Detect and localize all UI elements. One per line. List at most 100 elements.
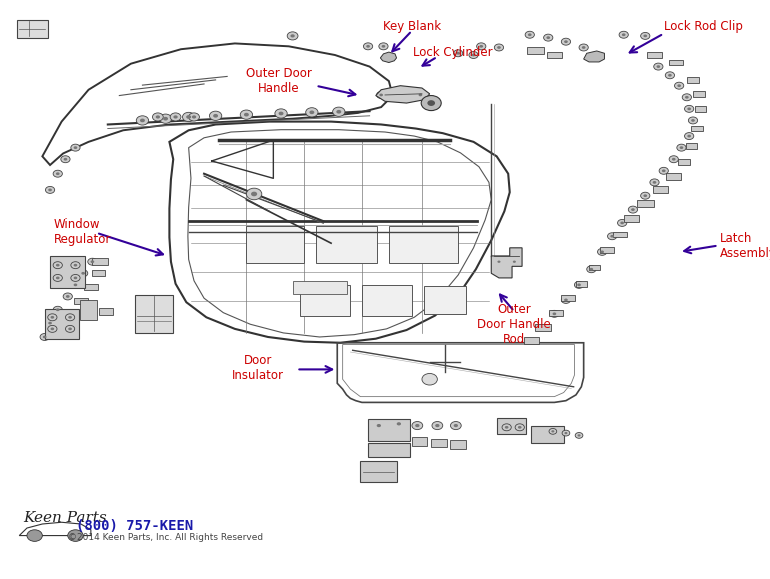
Circle shape bbox=[189, 113, 199, 121]
Bar bbox=[524, 337, 539, 344]
Circle shape bbox=[675, 82, 684, 89]
Bar bbox=[678, 159, 690, 165]
Circle shape bbox=[435, 424, 440, 427]
Circle shape bbox=[53, 274, 62, 281]
Text: Key Blank: Key Blank bbox=[383, 20, 441, 32]
Circle shape bbox=[421, 96, 441, 111]
Circle shape bbox=[71, 144, 80, 151]
Circle shape bbox=[48, 314, 57, 321]
Text: Keen Parts: Keen Parts bbox=[24, 511, 107, 525]
Circle shape bbox=[611, 235, 614, 237]
Circle shape bbox=[622, 34, 625, 36]
Text: Door
Insulator: Door Insulator bbox=[232, 354, 284, 382]
Circle shape bbox=[74, 277, 77, 279]
Circle shape bbox=[251, 192, 257, 196]
Circle shape bbox=[574, 281, 584, 288]
Circle shape bbox=[88, 258, 97, 265]
Circle shape bbox=[419, 94, 422, 96]
Circle shape bbox=[240, 110, 253, 119]
Circle shape bbox=[564, 41, 567, 43]
Circle shape bbox=[497, 261, 500, 263]
Circle shape bbox=[454, 424, 458, 427]
Circle shape bbox=[382, 45, 385, 47]
Circle shape bbox=[469, 52, 478, 58]
Circle shape bbox=[598, 248, 607, 255]
Circle shape bbox=[367, 45, 370, 47]
Circle shape bbox=[74, 264, 77, 266]
Circle shape bbox=[244, 113, 249, 116]
Circle shape bbox=[373, 422, 384, 430]
Text: Lock Cylinder: Lock Cylinder bbox=[413, 46, 493, 58]
Circle shape bbox=[397, 422, 401, 426]
Circle shape bbox=[275, 109, 287, 118]
Circle shape bbox=[209, 111, 222, 120]
Circle shape bbox=[513, 261, 516, 263]
Circle shape bbox=[515, 424, 524, 431]
Circle shape bbox=[56, 173, 59, 175]
Circle shape bbox=[579, 44, 588, 51]
Circle shape bbox=[457, 52, 460, 54]
Circle shape bbox=[82, 272, 85, 274]
Circle shape bbox=[71, 274, 80, 281]
Circle shape bbox=[682, 94, 691, 101]
Circle shape bbox=[551, 430, 554, 433]
Circle shape bbox=[65, 314, 75, 321]
Bar bbox=[450, 440, 466, 449]
Circle shape bbox=[454, 50, 463, 57]
Bar bbox=[424, 286, 466, 314]
Circle shape bbox=[650, 179, 659, 186]
Circle shape bbox=[562, 430, 570, 436]
Circle shape bbox=[561, 38, 571, 45]
Circle shape bbox=[45, 320, 55, 327]
Circle shape bbox=[56, 309, 59, 311]
Circle shape bbox=[631, 208, 634, 211]
Bar bbox=[80, 299, 97, 320]
Circle shape bbox=[380, 94, 383, 96]
Circle shape bbox=[578, 284, 581, 286]
Circle shape bbox=[192, 115, 196, 119]
Bar bbox=[666, 173, 681, 180]
Circle shape bbox=[140, 119, 145, 122]
Circle shape bbox=[621, 222, 624, 224]
Circle shape bbox=[163, 117, 168, 120]
Circle shape bbox=[564, 432, 567, 434]
Circle shape bbox=[306, 108, 318, 117]
Bar bbox=[688, 77, 699, 83]
Circle shape bbox=[152, 113, 163, 121]
Circle shape bbox=[53, 306, 62, 313]
Circle shape bbox=[495, 259, 503, 265]
Bar bbox=[531, 426, 564, 443]
Circle shape bbox=[64, 158, 67, 160]
Circle shape bbox=[51, 316, 54, 318]
Circle shape bbox=[49, 189, 52, 191]
Circle shape bbox=[547, 36, 550, 39]
Bar bbox=[92, 270, 105, 276]
Text: (800) 757-KEEN: (800) 757-KEEN bbox=[76, 519, 193, 533]
Circle shape bbox=[79, 270, 88, 277]
Circle shape bbox=[56, 277, 59, 279]
Circle shape bbox=[53, 262, 62, 269]
Bar bbox=[686, 143, 698, 149]
Circle shape bbox=[333, 107, 345, 116]
Circle shape bbox=[69, 316, 72, 318]
Bar bbox=[576, 281, 587, 287]
Circle shape bbox=[412, 422, 423, 430]
Polygon shape bbox=[491, 248, 522, 278]
Bar bbox=[600, 247, 614, 253]
Circle shape bbox=[336, 110, 341, 113]
Circle shape bbox=[173, 115, 178, 119]
Circle shape bbox=[61, 156, 70, 163]
Bar bbox=[431, 439, 447, 447]
Circle shape bbox=[379, 43, 388, 50]
Circle shape bbox=[657, 65, 660, 68]
Circle shape bbox=[601, 251, 604, 253]
Circle shape bbox=[641, 32, 650, 39]
Circle shape bbox=[480, 45, 483, 47]
Circle shape bbox=[415, 424, 420, 427]
Bar bbox=[647, 52, 662, 58]
Bar bbox=[50, 256, 85, 288]
Bar bbox=[527, 47, 544, 54]
Bar bbox=[695, 106, 707, 112]
Circle shape bbox=[377, 424, 381, 427]
Circle shape bbox=[668, 74, 671, 76]
